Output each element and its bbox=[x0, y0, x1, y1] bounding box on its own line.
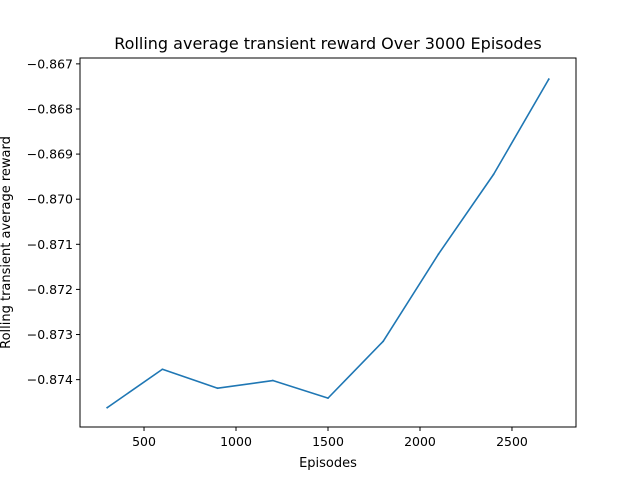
x-axis-ticks: 500 1000 1500 2000 2500 bbox=[132, 427, 528, 449]
y-tick-label: −0.872 bbox=[27, 282, 73, 297]
y-tick-label: −0.867 bbox=[27, 56, 73, 71]
x-tick-label: 2500 bbox=[496, 434, 528, 449]
x-tick-label: 1500 bbox=[312, 434, 344, 449]
x-axis-label: Episodes bbox=[299, 456, 357, 471]
y-tick-label: −0.869 bbox=[27, 147, 73, 162]
y-tick-label: −0.870 bbox=[27, 192, 73, 207]
series-layer bbox=[106, 78, 550, 409]
y-tick-label: −0.868 bbox=[27, 101, 73, 116]
axes-frame bbox=[79, 57, 577, 428]
y-tick-label: −0.871 bbox=[27, 237, 73, 252]
y-tick-label: −0.874 bbox=[27, 372, 73, 387]
plot-background bbox=[80, 58, 576, 427]
chart-title: Rolling average transient reward Over 30… bbox=[114, 34, 541, 53]
y-axis-label: Rolling transient average reward bbox=[0, 136, 14, 349]
data-point bbox=[327, 397, 329, 400]
data-point bbox=[492, 173, 495, 176]
data-point bbox=[382, 340, 385, 343]
data-point bbox=[437, 253, 440, 256]
data-point bbox=[216, 387, 219, 390]
plot-area bbox=[80, 58, 576, 427]
x-tick-label: 500 bbox=[132, 434, 156, 449]
data-point bbox=[106, 406, 109, 409]
data-point bbox=[271, 379, 274, 382]
x-tick-label: 1000 bbox=[220, 434, 252, 449]
y-tick-label: −0.873 bbox=[27, 327, 73, 342]
x-tick-label: 2000 bbox=[404, 434, 436, 449]
y-axis-ticks: −0.874 −0.873 −0.872 −0.871 −0.870 −0.869 −0.8… bbox=[27, 56, 80, 387]
data-point bbox=[547, 78, 550, 81]
data-point bbox=[161, 368, 164, 371]
